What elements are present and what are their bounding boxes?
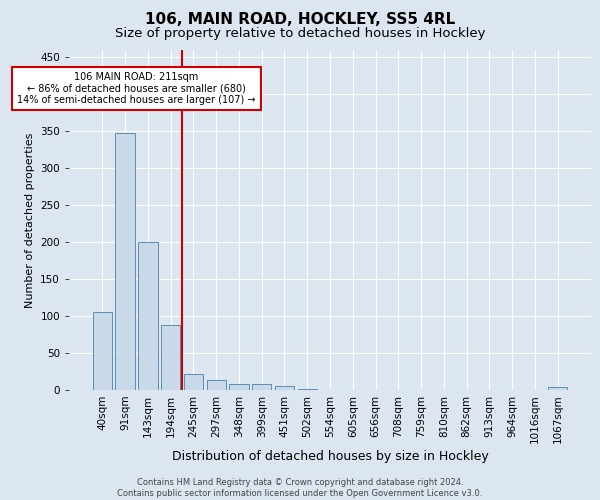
Bar [206,380,226,390]
Bar [252,384,271,390]
Bar [184,374,203,390]
Bar [161,325,181,390]
Bar [298,388,317,390]
Bar [93,312,112,390]
Bar [115,133,135,390]
X-axis label: Distribution of detached houses by size in Hockley: Distribution of detached houses by size … [172,450,488,464]
Bar [548,387,567,390]
Bar [138,242,158,390]
Text: Size of property relative to detached houses in Hockley: Size of property relative to detached ho… [115,28,485,40]
Text: Contains HM Land Registry data © Crown copyright and database right 2024.
Contai: Contains HM Land Registry data © Crown c… [118,478,482,498]
Bar [275,386,294,390]
Bar [229,384,248,390]
Text: 106, MAIN ROAD, HOCKLEY, SS5 4RL: 106, MAIN ROAD, HOCKLEY, SS5 4RL [145,12,455,28]
Text: 106 MAIN ROAD: 211sqm
← 86% of detached houses are smaller (680)
14% of semi-det: 106 MAIN ROAD: 211sqm ← 86% of detached … [17,72,256,106]
Y-axis label: Number of detached properties: Number of detached properties [25,132,35,308]
